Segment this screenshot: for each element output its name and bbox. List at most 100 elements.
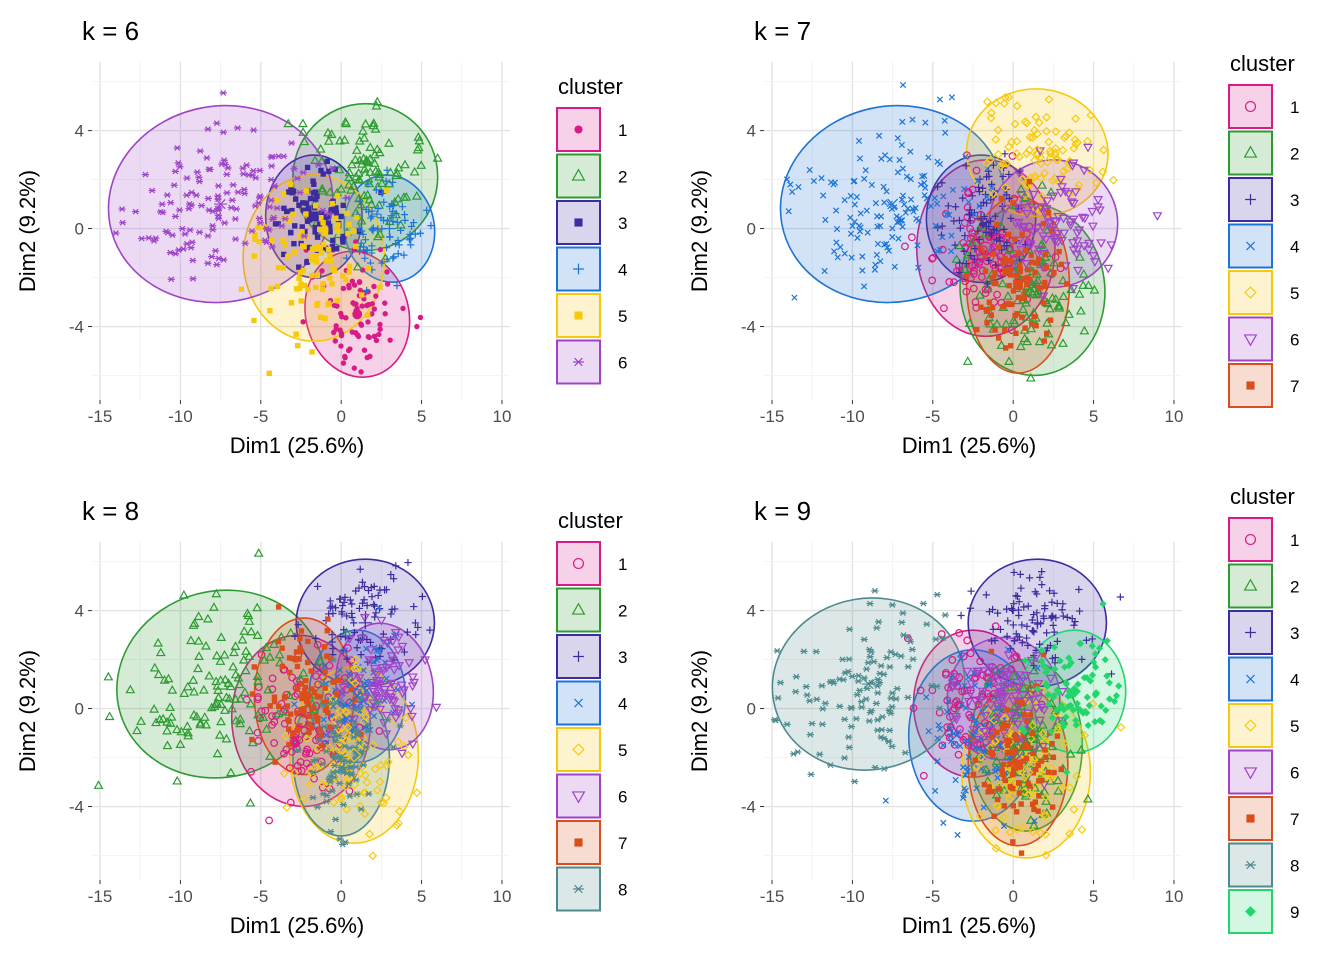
point-cluster-5 <box>312 203 319 209</box>
point-cluster-3 <box>938 222 946 230</box>
point-cluster-4 <box>959 764 967 771</box>
point-cluster-5 <box>972 762 982 772</box>
legend-symbol-6 <box>1243 334 1258 347</box>
point-cluster-5 <box>267 307 273 314</box>
point-cluster-3 <box>330 237 336 244</box>
point-cluster-7 <box>321 644 328 650</box>
point-cluster-3 <box>418 592 427 601</box>
point-cluster-3 <box>328 638 336 646</box>
point-cluster-3 <box>292 196 299 202</box>
point-cluster-6 <box>979 667 990 676</box>
point-cluster-3 <box>346 596 354 604</box>
point-cluster-8 <box>873 624 881 631</box>
x-tick-label: -15 <box>88 407 113 426</box>
point-cluster-7 <box>999 725 1006 731</box>
point-cluster-7 <box>1033 766 1039 773</box>
point-cluster-4 <box>389 254 397 262</box>
point-cluster-4 <box>922 119 929 126</box>
point-cluster-5 <box>395 806 405 816</box>
point-cluster-2 <box>372 96 383 106</box>
point-cluster-4 <box>373 210 381 218</box>
point-cluster-2 <box>162 716 172 726</box>
point-cluster-5 <box>393 737 403 747</box>
point-cluster-4 <box>980 747 987 755</box>
point-cluster-6 <box>204 126 212 133</box>
point-cluster-6 <box>188 189 196 196</box>
point-cluster-6 <box>204 260 212 267</box>
point-cluster-4 <box>947 674 955 682</box>
point-cluster-2 <box>352 261 363 271</box>
point-cluster-6 <box>1053 238 1063 248</box>
point-cluster-2 <box>981 764 992 774</box>
point-cluster-6 <box>951 715 962 725</box>
point-cluster-4 <box>913 215 920 222</box>
point-cluster-2 <box>151 717 161 727</box>
point-cluster-2 <box>298 127 309 136</box>
point-cluster-5 <box>991 825 1000 835</box>
point-cluster-7 <box>1007 272 1014 278</box>
point-cluster-2 <box>1016 184 1026 193</box>
point-cluster-5 <box>312 245 319 251</box>
point-cluster-6 <box>268 243 276 250</box>
point-cluster-7 <box>1043 264 1050 270</box>
point-cluster-4 <box>961 185 968 193</box>
point-cluster-6 <box>1021 260 1032 269</box>
center-cluster-7 <box>299 691 310 702</box>
point-cluster-6 <box>248 172 256 179</box>
point-cluster-8 <box>845 656 853 663</box>
point-cluster-3 <box>955 269 963 277</box>
point-cluster-7 <box>982 268 989 274</box>
point-cluster-7 <box>1035 284 1041 291</box>
point-cluster-4 <box>423 206 431 214</box>
point-cluster-7 <box>281 695 288 701</box>
point-cluster-5 <box>991 843 1001 853</box>
legend-label-7: 7 <box>618 834 627 853</box>
point-cluster-8 <box>326 778 335 785</box>
point-cluster-3 <box>1038 581 1046 589</box>
point-cluster-8 <box>875 618 883 625</box>
point-cluster-3 <box>1038 568 1046 576</box>
point-cluster-6 <box>407 740 418 750</box>
legend-key-7 <box>556 820 601 865</box>
point-cluster-1 <box>959 652 968 661</box>
point-cluster-6 <box>1071 250 1082 260</box>
point-cluster-2 <box>1058 275 1068 285</box>
point-cluster-7 <box>294 663 301 670</box>
point-cluster-3 <box>1051 659 1059 667</box>
point-cluster-1 <box>976 740 985 749</box>
point-cluster-2 <box>1047 292 1058 302</box>
point-cluster-3 <box>285 189 292 195</box>
point-cluster-4 <box>855 137 863 145</box>
point-cluster-9 <box>1099 600 1107 608</box>
point-cluster-4 <box>821 267 828 275</box>
center-cluster-1 <box>294 714 308 728</box>
point-cluster-9 <box>1091 718 1099 726</box>
point-cluster-8 <box>839 676 847 683</box>
point-cluster-2 <box>374 171 385 181</box>
point-cluster-6 <box>1016 677 1027 687</box>
point-cluster-7 <box>1022 741 1029 747</box>
point-cluster-1 <box>357 287 364 294</box>
point-cluster-2 <box>1066 284 1077 294</box>
point-cluster-2 <box>1075 305 1086 315</box>
point-cluster-6 <box>382 639 393 649</box>
point-cluster-8 <box>880 671 888 678</box>
point-cluster-8 <box>341 743 349 750</box>
point-cluster-5 <box>383 757 393 767</box>
point-cluster-2 <box>357 159 367 168</box>
point-cluster-6 <box>232 206 241 212</box>
point-cluster-4 <box>947 725 954 733</box>
point-cluster-7 <box>271 698 278 705</box>
legend-label-3: 3 <box>618 214 627 233</box>
point-cluster-2 <box>154 714 165 724</box>
point-cluster-5 <box>375 777 385 787</box>
point-cluster-2 <box>1035 742 1046 752</box>
point-cluster-1 <box>909 704 918 713</box>
point-cluster-5 <box>319 286 326 293</box>
point-cluster-2 <box>1028 820 1039 829</box>
point-cluster-5 <box>280 237 286 244</box>
point-cluster-3 <box>1024 641 1032 650</box>
point-cluster-2 <box>193 635 204 645</box>
point-cluster-5 <box>299 794 309 804</box>
point-cluster-1 <box>285 764 294 772</box>
